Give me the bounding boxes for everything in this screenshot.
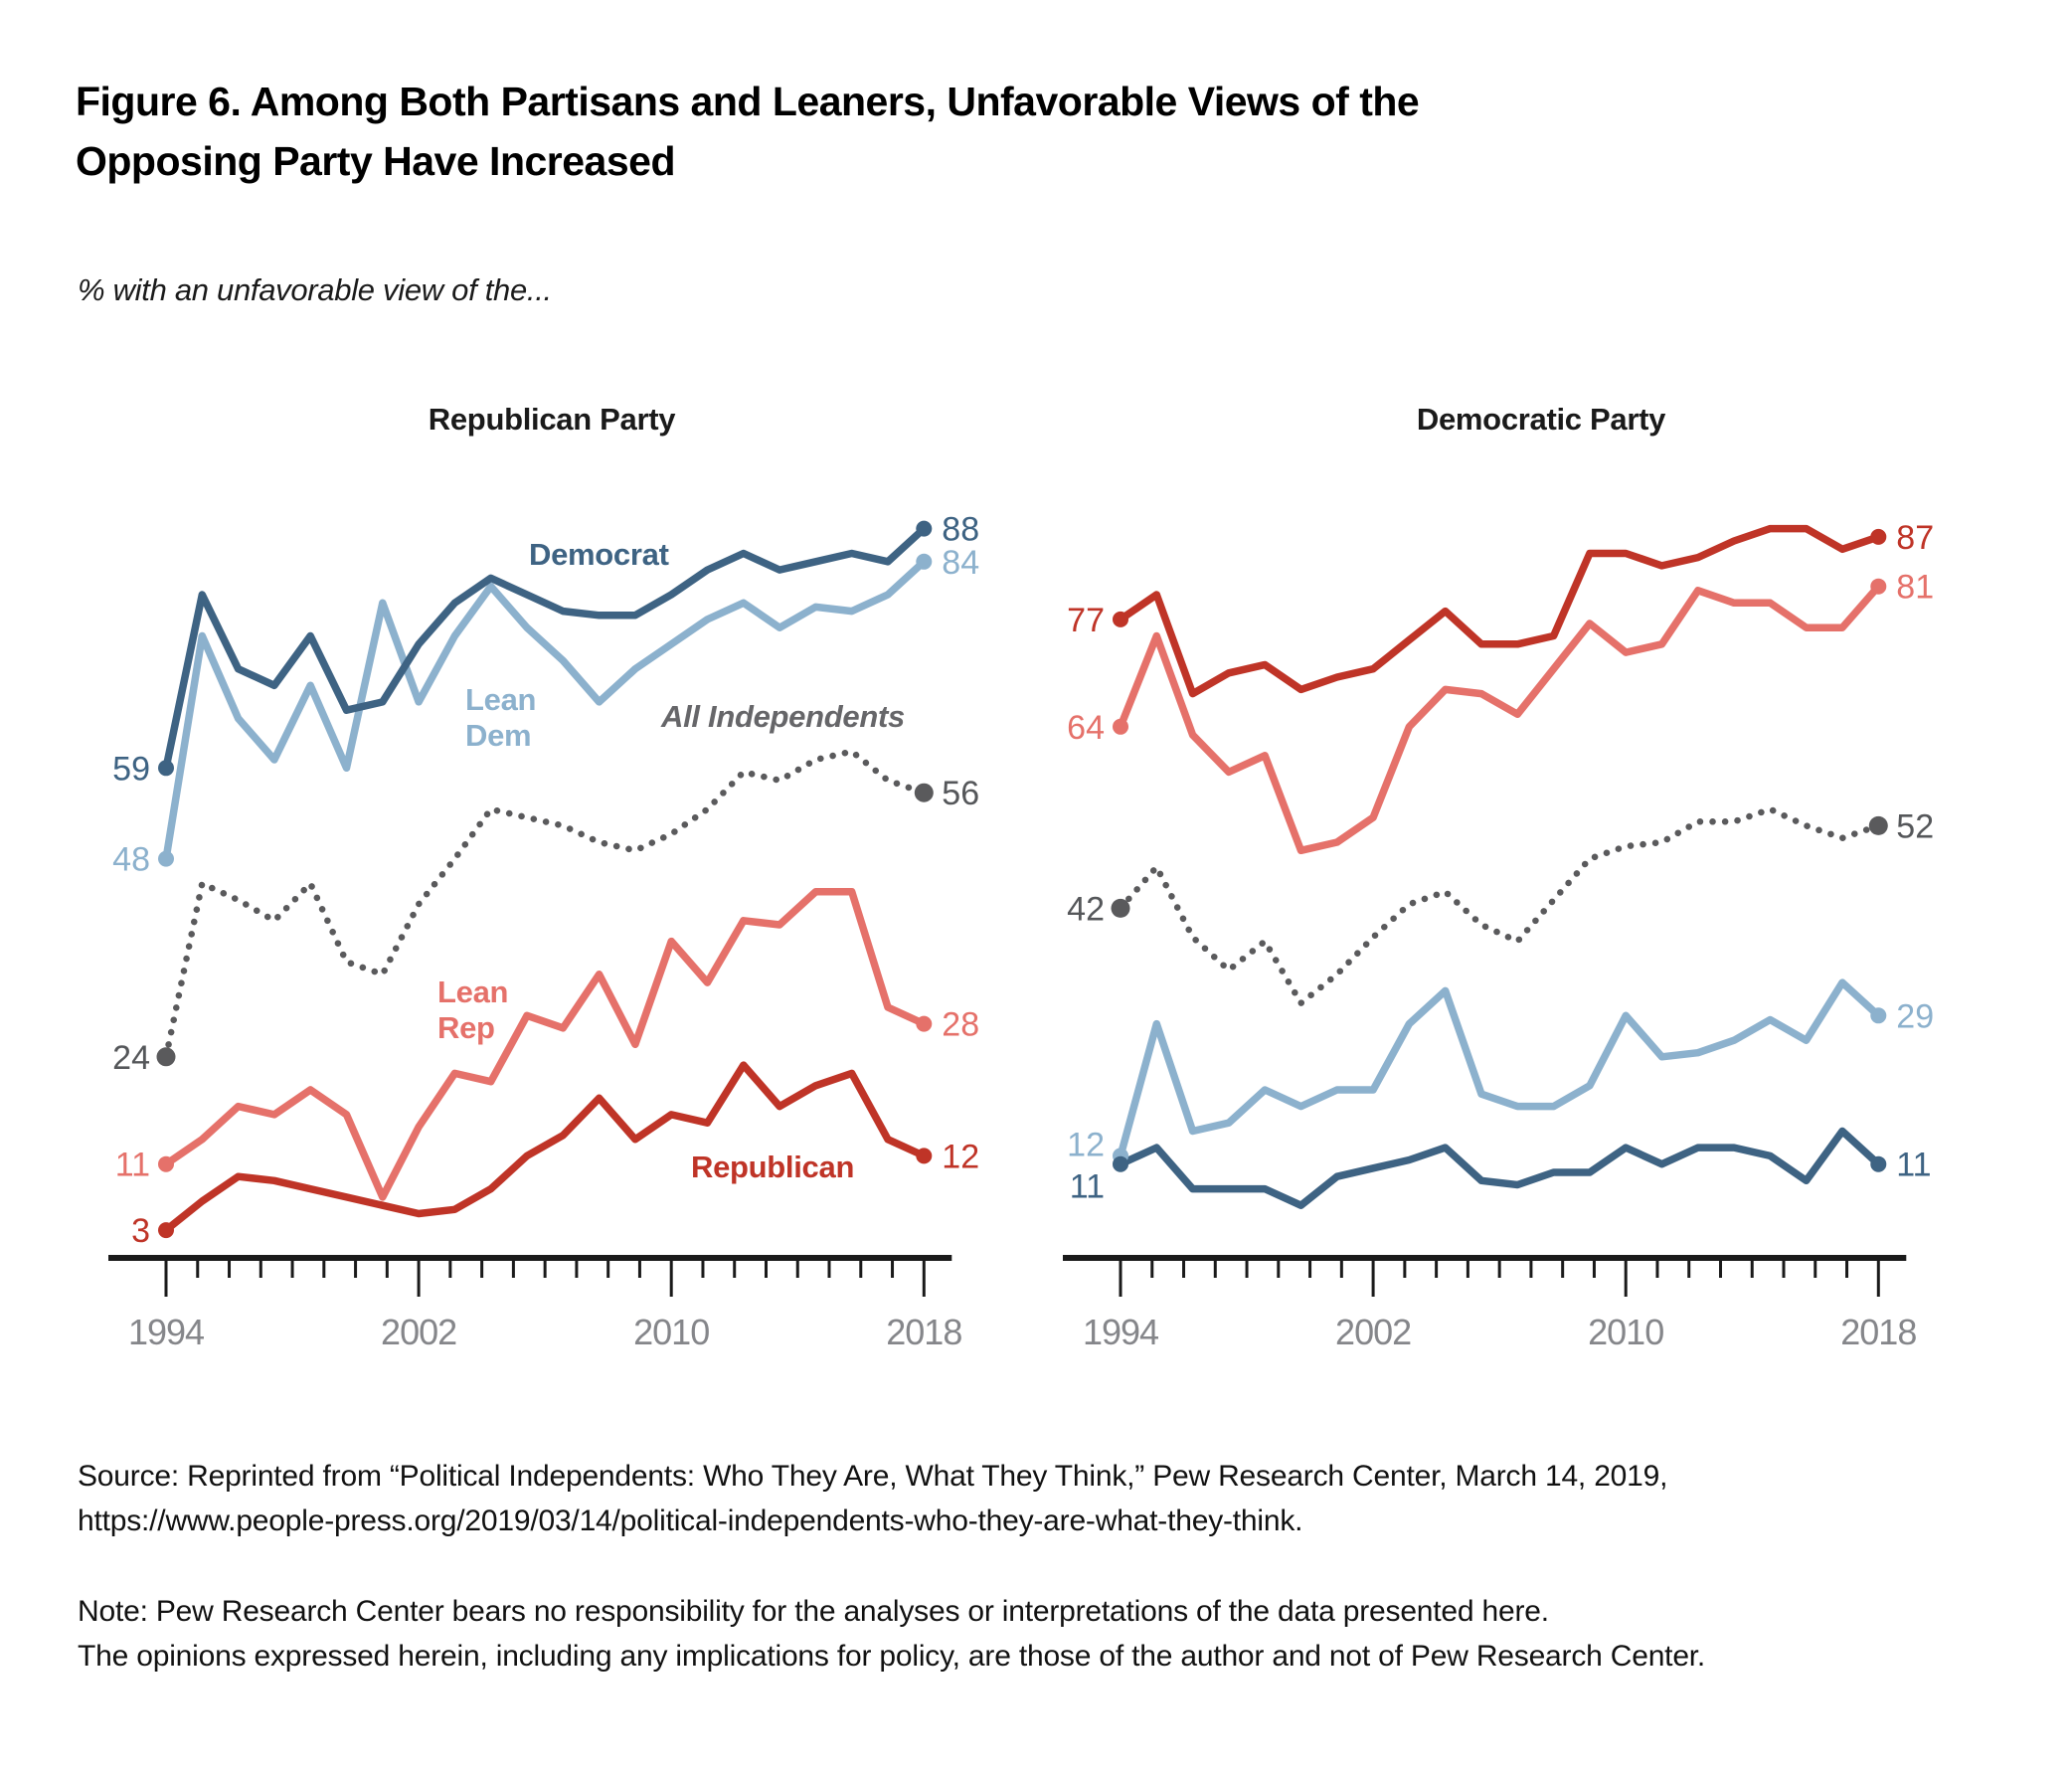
source-line2: https://www.people-press.org/2019/03/14/… (78, 1505, 1303, 1537)
figure-title-line1: Figure 6. Among Both Partisans and Leane… (76, 79, 1420, 124)
end-dot-democrat (916, 520, 933, 537)
figure-subtitle: % with an unfavorable view of the... (78, 272, 552, 307)
panel-title-democratic-party: Democratic Party (1416, 402, 1666, 437)
source-line1: Source: Reprinted from “Political Indepe… (78, 1460, 1668, 1493)
series-line-lean-rep (162, 888, 929, 1201)
source-text: Source: Reprinted from “Political Indepe… (78, 1454, 2026, 1543)
end-dot-lean-dem (1870, 1007, 1887, 1024)
end-dot-democrat (1870, 1155, 1887, 1172)
start-dot-all-independents (1111, 898, 1130, 918)
series-label-lean-rep: Lean Rep (437, 974, 509, 1045)
x-year-label-2010: 2010 (1588, 1312, 1663, 1352)
x-year-label-2018: 2018 (1840, 1312, 1916, 1352)
start-value-label-lean-dem: 12 (1067, 1126, 1105, 1163)
start-value-label-democrat: 11 (1070, 1168, 1105, 1206)
end-dot-all-independents (1868, 815, 1888, 835)
note-line2: The opinions expressed herein, including… (78, 1640, 1706, 1673)
end-dot-lean-dem (916, 553, 933, 570)
series-line-all-independents (1117, 805, 1882, 1007)
x-year-label-2002: 2002 (381, 1312, 456, 1352)
x-year-label-2002: 2002 (1335, 1312, 1411, 1352)
end-value-label-democrat: 88 (942, 511, 979, 549)
series-line-democrat (162, 524, 929, 773)
figure-title-line2: Opposing Party Have Increased (76, 138, 676, 184)
end-value-label-lean-rep: 81 (1896, 569, 1934, 607)
start-dot-lean-rep (158, 1155, 174, 1172)
x-year-label-1994: 1994 (128, 1312, 204, 1352)
end-value-label-all-independents: 52 (1896, 807, 1934, 845)
x-year-label-2010: 2010 (633, 1312, 709, 1352)
start-value-label-all-independents: 24 (112, 1039, 150, 1077)
series-label-lean-dem: Lean Dem (465, 682, 537, 753)
start-dot-lean-dem (158, 850, 174, 867)
chart-democratic-party: 1994 2002 2010 2018 42 52 12 29 11 11 64 81 77 87 (1063, 519, 1934, 1352)
series-line-republican (1117, 524, 1883, 698)
start-value-label-lean-rep: 11 (115, 1147, 150, 1184)
line-charts: 1994 2002 2010 2018 24 56 48 84 59 88 11 28 3 12 1994 2… (108, 511, 1934, 1352)
end-dot-all-independents (914, 783, 934, 802)
panel-title-republican-party: Republican Party (428, 402, 676, 437)
figure-title: Figure 6. Among Both Partisans and Leane… (76, 72, 1766, 191)
end-value-label-lean-dem: 84 (942, 544, 979, 582)
end-value-label-all-independents: 56 (942, 775, 979, 812)
series-line-lean-rep (1117, 582, 1883, 855)
end-dot-republican (1870, 528, 1887, 545)
x-year-label-1994: 1994 (1083, 1312, 1158, 1352)
start-dot-democrat (158, 760, 174, 777)
start-value-label-republican: 77 (1067, 602, 1105, 639)
end-value-label-democrat: 11 (1896, 1147, 1931, 1184)
series-label-all-independents: All Independents (661, 699, 905, 734)
start-value-label-lean-dem: 48 (112, 841, 150, 879)
start-value-label-democrat: 59 (112, 750, 150, 788)
start-value-label-all-independents: 42 (1067, 890, 1105, 928)
end-value-label-lean-dem: 29 (1896, 997, 1934, 1035)
start-dot-republican (1113, 611, 1128, 627)
x-year-label-2018: 2018 (886, 1312, 961, 1352)
end-dot-lean-rep (1870, 578, 1887, 595)
chart-republican-party: 1994 2002 2010 2018 24 56 48 84 59 88 11 28 3 12 (108, 511, 979, 1352)
series-line-lean-dem (162, 558, 929, 863)
end-value-label-republican: 87 (1896, 519, 1934, 557)
series-line-democrat (1117, 1127, 1883, 1209)
end-value-label-republican: 12 (942, 1138, 979, 1175)
series-line-lean-dem (1117, 978, 1883, 1160)
series-line-all-independents (162, 748, 928, 1061)
start-dot-lean-rep (1113, 718, 1128, 735)
note-line1: Note: Pew Research Center bears no respo… (78, 1595, 1549, 1628)
series-line-republican (162, 1061, 929, 1234)
start-dot-republican (158, 1222, 174, 1239)
end-dot-republican (916, 1148, 933, 1164)
end-value-label-lean-rep: 28 (942, 1006, 979, 1044)
start-dot-all-independents (156, 1047, 176, 1067)
series-label-republican: Republican (691, 1150, 855, 1184)
series-label-democrat: Democrat (529, 537, 669, 572)
start-value-label-republican: 3 (131, 1212, 150, 1250)
start-dot-democrat (1113, 1155, 1128, 1172)
start-value-label-lean-rep: 64 (1067, 709, 1105, 747)
end-dot-lean-rep (916, 1015, 933, 1032)
note-text: Note: Pew Research Center bears no respo… (78, 1589, 2026, 1679)
